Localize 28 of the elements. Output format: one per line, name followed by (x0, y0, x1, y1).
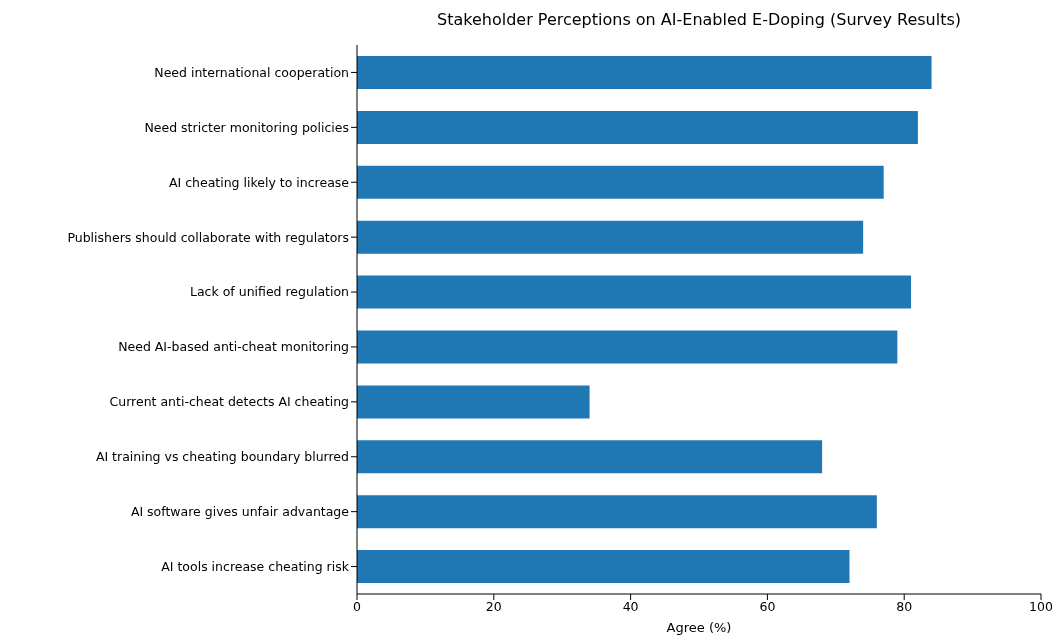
x-tick-label: 40 (622, 598, 639, 614)
x-tick-label: 60 (759, 598, 776, 614)
bar (357, 330, 898, 364)
x-tick-label: 100 (1029, 598, 1053, 614)
bar (357, 440, 823, 474)
y-tick-label: AI cheating likely to increase (168, 174, 350, 190)
bar (357, 275, 912, 309)
bar (357, 550, 850, 584)
y-tick-label: Publishers should collaborate with regulators (67, 229, 349, 245)
x-tick-label: 0 (353, 598, 362, 614)
y-tick-label: AI training vs cheating boundary blurred (95, 449, 349, 465)
y-tick-label: Need AI-based anti-cheat monitoring (118, 339, 349, 355)
x-tick-label: 20 (485, 598, 502, 614)
chart-title: Stakeholder Perceptions on AI-Enabled E-Doping (Survey Results) (436, 10, 962, 29)
bar (357, 165, 884, 199)
bar (357, 385, 590, 419)
bar (357, 220, 864, 254)
y-tick-label: AI tools increase cheating risk (161, 558, 350, 574)
bar (357, 110, 918, 144)
x-axis-title: Agree (%) (666, 620, 732, 635)
bar (357, 55, 932, 89)
x-tick-label: 80 (896, 598, 913, 614)
y-tick-label: AI software gives unfair advantage (130, 504, 350, 520)
y-tick-label: Need international cooperation (154, 64, 349, 80)
y-tick-label: Current anti-cheat detects AI cheating (109, 394, 349, 410)
bar (357, 495, 877, 529)
y-tick-label: Lack of unified regulation (189, 284, 349, 300)
y-tick-label: Need stricter monitoring policies (144, 119, 349, 135)
